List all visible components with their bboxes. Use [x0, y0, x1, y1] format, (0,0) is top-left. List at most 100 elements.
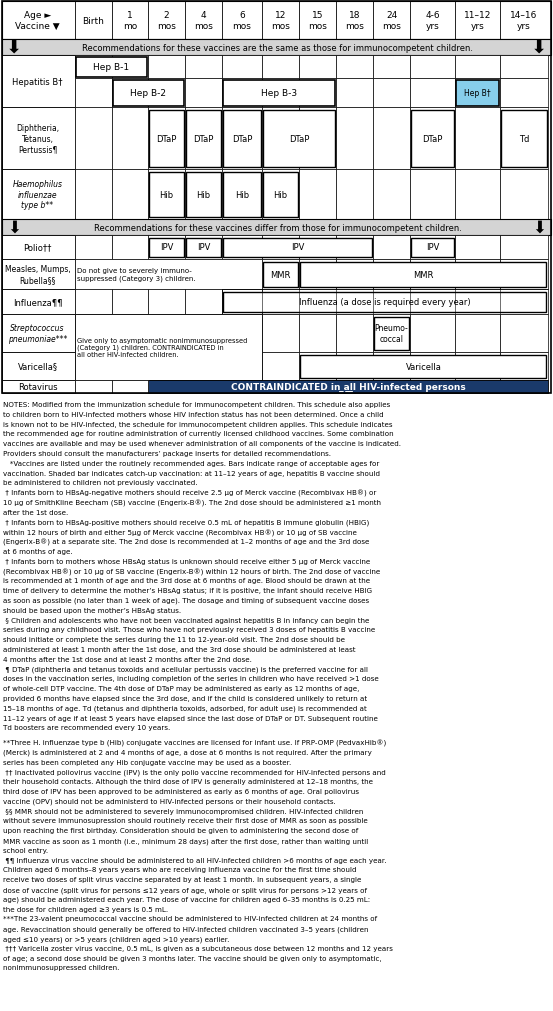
Text: to children born to HIV-infected mothers whose HIV infection status has not been: to children born to HIV-infected mothers… — [3, 411, 384, 418]
Text: Recommendations for these vaccines are the same as those for immunocompetent chi: Recommendations for these vaccines are t… — [82, 43, 473, 53]
Text: third dose of IPV has been approved to be administered as early as 6 months of a: third dose of IPV has been approved to b… — [3, 789, 359, 795]
Bar — [222, 170, 262, 219]
Bar — [75, 290, 112, 314]
Bar — [500, 236, 548, 260]
Bar — [185, 236, 222, 260]
Text: 15–18 months of age. Td (tetanus and diphtheria toxoids, adsorbed, for adult use: 15–18 months of age. Td (tetanus and dip… — [3, 705, 367, 712]
Bar — [2, 2, 551, 40]
Bar — [75, 314, 262, 380]
Text: DTaP: DTaP — [156, 134, 177, 144]
Text: DTaP: DTaP — [289, 134, 309, 144]
Text: Do not give to severely immuno-
suppressed (Category 3) children.: Do not give to severely immuno- suppress… — [77, 268, 196, 281]
Text: Birth: Birth — [82, 16, 105, 25]
Bar — [336, 260, 373, 290]
Bar — [148, 79, 185, 108]
Bar — [262, 108, 299, 170]
Bar — [299, 79, 336, 108]
Bar — [75, 56, 112, 79]
Bar — [112, 56, 148, 79]
Bar — [411, 239, 454, 258]
Text: Hep B-1: Hep B-1 — [93, 63, 129, 72]
Text: **Three H. influenzae type b (Hib) conjugate vaccines are licensed for infant us: **Three H. influenzae type b (Hib) conju… — [3, 739, 386, 746]
Text: be administered to children not previously vaccinated.: be administered to children not previous… — [3, 480, 197, 486]
Bar — [222, 290, 262, 314]
Bar — [75, 236, 112, 260]
Text: Polio††: Polio†† — [23, 244, 51, 253]
Text: Hep B-2: Hep B-2 — [131, 89, 166, 98]
Text: 1
mo: 1 mo — [123, 11, 137, 30]
Text: at 6 months of age.: at 6 months of age. — [3, 548, 72, 554]
Text: vaccine (OPV) should not be administerd to HIV-infected persons or their househo: vaccine (OPV) should not be administerd … — [3, 798, 336, 805]
Text: upon reaching the first birthday. Consideration should be given to administering: upon reaching the first birthday. Consid… — [3, 827, 358, 833]
Text: IPV: IPV — [426, 244, 439, 253]
Text: Diphtheria,
Tetanus,
Pertussis¶: Diphtheria, Tetanus, Pertussis¶ — [16, 124, 59, 154]
Bar — [373, 314, 410, 353]
Text: without severe immunosupression should routinely receive their first dose of MMR: without severe immunosupression should r… — [3, 818, 368, 824]
Text: 6
mos: 6 mos — [233, 11, 252, 30]
Bar — [149, 111, 184, 168]
Text: IPV: IPV — [291, 244, 304, 253]
Bar — [185, 170, 222, 219]
Text: their household contacts. Although the third dose of IPV is generally administer: their household contacts. Although the t… — [3, 778, 373, 785]
Text: ***The 23-valent pneumococcal vaccine should be administered to HIV-infected chi: ***The 23-valent pneumococcal vaccine sh… — [3, 916, 377, 922]
Text: should be based upon the mother’s HBsAg status.: should be based upon the mother’s HBsAg … — [3, 608, 181, 614]
Text: is recommended at 1 month of age and the 3rd dose at 6 months of age. Blood shou: is recommended at 1 month of age and the… — [3, 578, 370, 583]
Text: 4
mos: 4 mos — [194, 11, 213, 30]
Text: 11–12 years of age if at least 5 years have elapsed since the last dose of DTaP : 11–12 years of age if at least 5 years h… — [3, 715, 378, 721]
Bar — [373, 108, 410, 170]
Bar — [2, 56, 75, 108]
Text: ⬇: ⬇ — [532, 218, 546, 237]
Bar — [262, 353, 299, 380]
Bar — [2, 170, 75, 219]
Bar — [186, 173, 221, 217]
Bar — [336, 236, 373, 260]
Bar — [373, 260, 410, 290]
Bar — [2, 108, 75, 170]
Bar — [75, 353, 262, 380]
Text: vaccines are available and may be used whenever administration of all components: vaccines are available and may be used w… — [3, 441, 401, 447]
Text: the dose for children aged ≥3 years is 0.5 mL.: the dose for children aged ≥3 years is 0… — [3, 906, 168, 912]
Bar — [75, 314, 262, 353]
Bar — [113, 81, 184, 107]
Bar — [76, 58, 147, 78]
Bar — [299, 353, 336, 380]
Text: provided 6 months have elapsed since the 3rd dose, and if the child is considere: provided 6 months have elapsed since the… — [3, 696, 367, 702]
Text: ††† Varicella zoster virus vaccine, 0.5 mL, is given as a subcutaneous dose betw: ††† Varicella zoster virus vaccine, 0.5 … — [3, 945, 393, 951]
Bar — [410, 108, 455, 170]
Bar — [299, 236, 336, 260]
Bar — [222, 290, 548, 314]
Bar — [148, 108, 185, 170]
Text: vaccination. Shaded bar indicates catch-up vaccination: at 11–12 years of age, h: vaccination. Shaded bar indicates catch-… — [3, 470, 380, 476]
Bar — [500, 170, 548, 219]
Bar — [299, 108, 336, 170]
Bar — [500, 353, 548, 380]
Text: series has been completed any Hib conjugate vaccine may be used as a booster.: series has been completed any Hib conjug… — [3, 759, 291, 765]
Text: Children aged 6 months–8 years years who are receiving influenza vaccine for the: Children aged 6 months–8 years years who… — [3, 866, 357, 872]
Text: (Engerix-B®) at a separate site. The 2nd dose is recommended at 1–2 months of ag: (Engerix-B®) at a separate site. The 2nd… — [3, 539, 369, 546]
Text: IPV: IPV — [197, 244, 210, 253]
Text: DTaP: DTaP — [194, 134, 213, 144]
Bar — [2, 236, 75, 260]
Bar — [263, 111, 335, 168]
Text: Hep B†: Hep B† — [464, 89, 491, 98]
Bar — [262, 79, 299, 108]
Bar — [112, 380, 148, 393]
Text: Varicella: Varicella — [405, 362, 441, 371]
Bar — [300, 263, 546, 288]
Bar — [2, 290, 75, 314]
Bar — [410, 236, 455, 260]
Bar — [148, 170, 185, 219]
Bar — [410, 260, 455, 290]
Bar — [222, 236, 262, 260]
Bar — [2, 260, 75, 290]
Text: Haemophilus
influenzae
type b**: Haemophilus influenzae type b** — [13, 180, 62, 209]
Text: 12
mos: 12 mos — [271, 11, 290, 30]
Bar — [185, 79, 222, 108]
Text: 2
mos: 2 mos — [157, 11, 176, 30]
Bar — [262, 236, 299, 260]
Bar — [149, 173, 184, 217]
Bar — [223, 173, 261, 217]
Bar — [2, 380, 75, 393]
Bar — [455, 79, 500, 108]
Bar — [263, 263, 298, 288]
